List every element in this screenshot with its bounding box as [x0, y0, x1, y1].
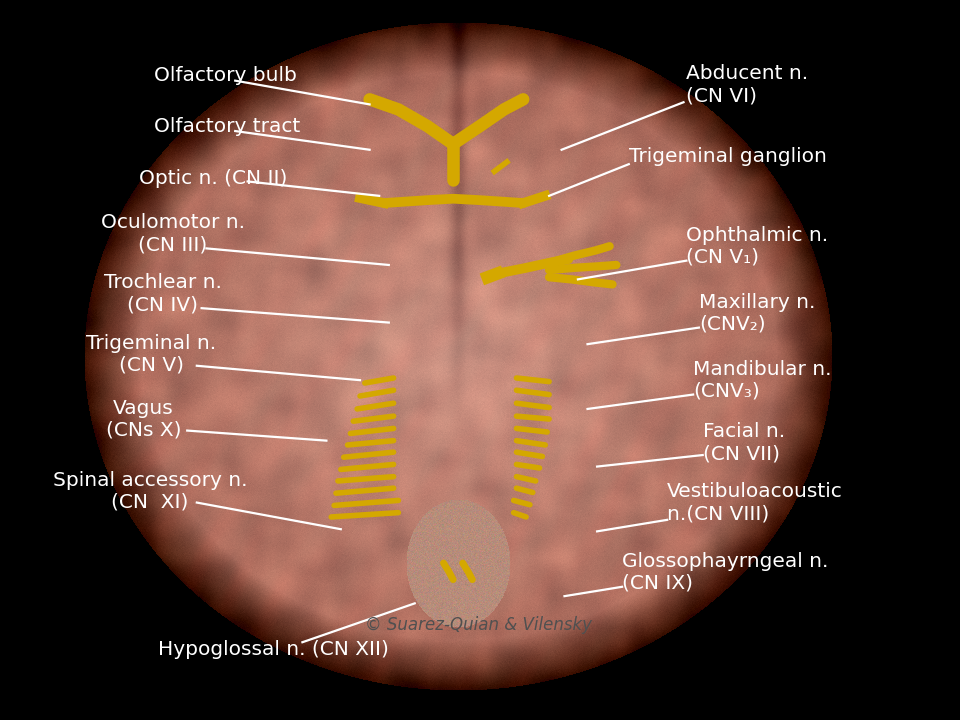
Text: Abducent n.
(CN VI): Abducent n. (CN VI): [686, 65, 808, 105]
Text: Optic n. (CN II): Optic n. (CN II): [139, 169, 288, 188]
Text: © Suarez-Quian & Vilensky: © Suarez-Quian & Vilensky: [365, 616, 591, 634]
Text: Glossophayrngeal n.
(CN IX): Glossophayrngeal n. (CN IX): [622, 552, 828, 593]
Text: Vagus
(CNs X): Vagus (CNs X): [106, 399, 181, 439]
Text: Olfactory bulb: Olfactory bulb: [154, 66, 297, 85]
Text: Olfactory tract: Olfactory tract: [154, 117, 300, 135]
Text: Vestibuloacoustic
n.(CN VIII): Vestibuloacoustic n.(CN VIII): [667, 482, 843, 523]
Text: Trigeminal ganglion: Trigeminal ganglion: [629, 148, 827, 166]
Text: Mandibular n.
(CNV₃): Mandibular n. (CNV₃): [693, 360, 831, 400]
Text: Hypoglossal n. (CN XII): Hypoglossal n. (CN XII): [158, 640, 389, 659]
Text: Maxillary n.
(CNV₂): Maxillary n. (CNV₂): [699, 293, 815, 333]
Text: Oculomotor n.
(CN III): Oculomotor n. (CN III): [101, 214, 245, 254]
Text: Ophthalmic n.
(CN V₁): Ophthalmic n. (CN V₁): [686, 226, 828, 266]
Text: Trochlear n.
(CN IV): Trochlear n. (CN IV): [104, 274, 222, 314]
Text: Spinal accessory n.
(CN  XI): Spinal accessory n. (CN XI): [53, 471, 248, 511]
Text: Trigeminal n.
(CN V): Trigeminal n. (CN V): [86, 334, 217, 374]
Text: Facial n.
(CN VII): Facial n. (CN VII): [703, 423, 785, 463]
